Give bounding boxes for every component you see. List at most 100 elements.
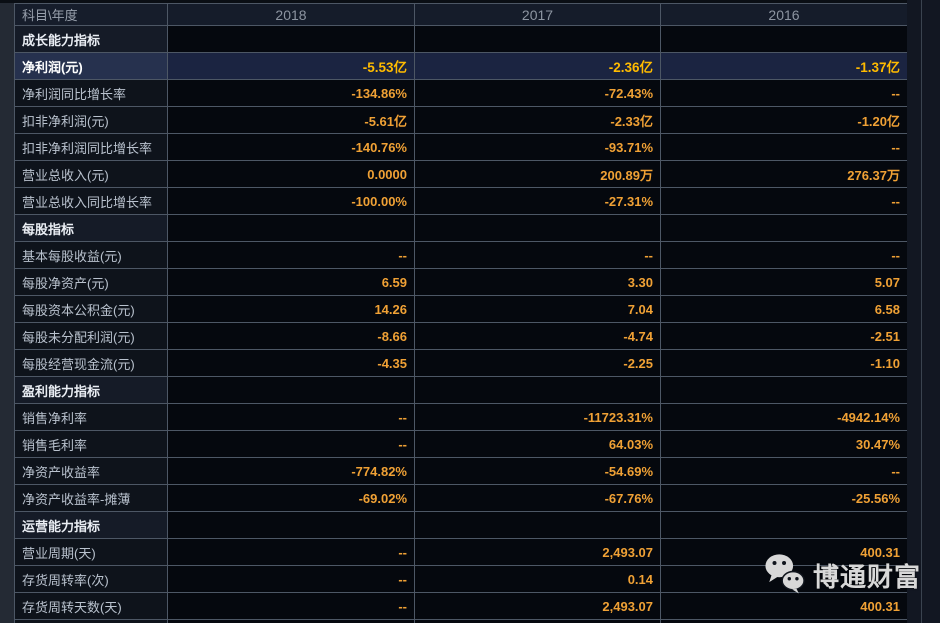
row-label: 销售净利率 bbox=[14, 403, 168, 431]
cell-value: -1.20亿 bbox=[660, 106, 907, 134]
table-row[interactable]: 存货周转率(次) -- 0.14 bbox=[14, 565, 907, 593]
cell-value: -100.00% bbox=[167, 187, 415, 215]
row-label: 基本每股收益(元) bbox=[14, 241, 168, 269]
cell-value: -774.82% bbox=[167, 457, 415, 485]
cell-value bbox=[167, 619, 415, 623]
financial-table-body: 成长能力指标 净利润(元) -5.53亿 -2.36亿 -1.37亿 净利润同比增长率 -1… bbox=[14, 25, 907, 623]
table-row[interactable]: 每股经营现金流(元) -4.35 -2.25 -1.10 bbox=[14, 349, 907, 377]
table-row[interactable]: 销售净利率 -- -11723.31% -4942.14% bbox=[14, 403, 907, 431]
cell-value bbox=[660, 619, 907, 623]
cell-value: 276.37万 bbox=[660, 160, 907, 188]
year-header-2016[interactable]: 2016 bbox=[660, 3, 907, 26]
row-label bbox=[14, 619, 168, 623]
cell-value bbox=[414, 25, 661, 53]
partial-row[interactable] bbox=[14, 619, 907, 623]
cell-value bbox=[660, 511, 907, 539]
cell-value bbox=[660, 25, 907, 53]
section-row[interactable]: 运营能力指标 bbox=[14, 511, 907, 539]
row-label: 扣非净利润(元) bbox=[14, 106, 168, 134]
cell-value: -54.69% bbox=[414, 457, 661, 485]
row-label: 每股指标 bbox=[14, 214, 168, 242]
top-strip bbox=[0, 0, 940, 3]
table-row[interactable]: 扣非净利润(元) -5.61亿 -2.33亿 -1.20亿 bbox=[14, 106, 907, 134]
cell-value: -1.37亿 bbox=[660, 52, 907, 80]
row-label: 净资产收益率 bbox=[14, 457, 168, 485]
cell-value: 2,493.07 bbox=[414, 592, 661, 620]
cell-value: -- bbox=[167, 538, 415, 566]
table-row[interactable]: 销售毛利率 -- 64.03% 30.47% bbox=[14, 430, 907, 458]
cell-value: 0.0000 bbox=[167, 160, 415, 188]
table-row[interactable]: 净资产收益率 -774.82% -54.69% -- bbox=[14, 457, 907, 485]
cell-value bbox=[414, 214, 661, 242]
cell-value bbox=[167, 214, 415, 242]
row-label: 每股未分配利润(元) bbox=[14, 322, 168, 350]
table-row[interactable]: 净资产收益率-摊薄 -69.02% -67.76% -25.56% bbox=[14, 484, 907, 512]
table-row[interactable]: 营业总收入(元) 0.0000 200.89万 276.37万 bbox=[14, 160, 907, 188]
cell-value: -- bbox=[167, 592, 415, 620]
table-row[interactable]: 存货周转天数(天) -- 2,493.07 400.31 bbox=[14, 592, 907, 620]
section-row[interactable]: 成长能力指标 bbox=[14, 25, 907, 53]
corner-header: 科目\年度 bbox=[14, 3, 168, 26]
table-row[interactable]: 每股净资产(元) 6.59 3.30 5.07 bbox=[14, 268, 907, 296]
cell-value: -93.71% bbox=[414, 133, 661, 161]
section-row[interactable]: 每股指标 bbox=[14, 214, 907, 242]
table-row[interactable]: 每股未分配利润(元) -8.66 -4.74 -2.51 bbox=[14, 322, 907, 350]
cell-value: -69.02% bbox=[167, 484, 415, 512]
table-row[interactable]: 基本每股收益(元) -- -- -- bbox=[14, 241, 907, 269]
row-label: 营业周期(天) bbox=[14, 538, 168, 566]
cell-value bbox=[660, 565, 907, 593]
row-label: 成长能力指标 bbox=[14, 25, 168, 53]
table-row[interactable]: 营业总收入同比增长率 -100.00% -27.31% -- bbox=[14, 187, 907, 215]
row-label: 盈利能力指标 bbox=[14, 376, 168, 404]
year-header-2018[interactable]: 2018 bbox=[167, 3, 415, 26]
right-gutter bbox=[907, 0, 940, 623]
financial-metrics-table: 科目\年度 2018 2017 2016 成长能力指标 净利润(元) -5.53亿 -… bbox=[14, 3, 907, 623]
cell-value: -- bbox=[167, 430, 415, 458]
cell-value: -5.53亿 bbox=[167, 52, 415, 80]
cell-value: 6.58 bbox=[660, 295, 907, 323]
cell-value: 400.31 bbox=[660, 592, 907, 620]
year-header-2017[interactable]: 2017 bbox=[414, 3, 661, 26]
row-label: 净利润(元) bbox=[14, 52, 168, 80]
row-label: 营业总收入同比增长率 bbox=[14, 187, 168, 215]
scroll-track-line bbox=[921, 0, 922, 623]
cell-value: 400.31 bbox=[660, 538, 907, 566]
cell-value: -- bbox=[167, 241, 415, 269]
cell-value: -- bbox=[167, 565, 415, 593]
cell-value: 30.47% bbox=[660, 430, 907, 458]
financial-table-container: 科目\年度 2018 2017 2016 成长能力指标 净利润(元) -5.53亿 -… bbox=[14, 3, 907, 623]
cell-value: -- bbox=[660, 133, 907, 161]
row-label: 每股经营现金流(元) bbox=[14, 349, 168, 377]
row-label: 净利润同比增长率 bbox=[14, 79, 168, 107]
cell-value: -27.31% bbox=[414, 187, 661, 215]
cell-value bbox=[414, 511, 661, 539]
table-row[interactable]: 每股资本公积金(元) 14.26 7.04 6.58 bbox=[14, 295, 907, 323]
row-label: 扣非净利润同比增长率 bbox=[14, 133, 168, 161]
table-row[interactable]: 净利润同比增长率 -134.86% -72.43% -- bbox=[14, 79, 907, 107]
cell-value: -2.33亿 bbox=[414, 106, 661, 134]
cell-value: -4.74 bbox=[414, 322, 661, 350]
cell-value: -2.51 bbox=[660, 322, 907, 350]
table-row[interactable]: 净利润(元) -5.53亿 -2.36亿 -1.37亿 bbox=[14, 52, 907, 80]
cell-value: -25.56% bbox=[660, 484, 907, 512]
table-row[interactable]: 扣非净利润同比增长率 -140.76% -93.71% -- bbox=[14, 133, 907, 161]
cell-value: 5.07 bbox=[660, 268, 907, 296]
cell-value bbox=[167, 511, 415, 539]
cell-value: -1.10 bbox=[660, 349, 907, 377]
table-row[interactable]: 营业周期(天) -- 2,493.07 400.31 bbox=[14, 538, 907, 566]
cell-value: 64.03% bbox=[414, 430, 661, 458]
cell-value: 6.59 bbox=[167, 268, 415, 296]
cell-value: -134.86% bbox=[167, 79, 415, 107]
cell-value: 0.14 bbox=[414, 565, 661, 593]
row-label: 净资产收益率-摊薄 bbox=[14, 484, 168, 512]
header-row: 科目\年度 2018 2017 2016 bbox=[14, 3, 907, 26]
cell-value: -- bbox=[414, 241, 661, 269]
cell-value: -67.76% bbox=[414, 484, 661, 512]
cell-value: -4942.14% bbox=[660, 403, 907, 431]
section-row[interactable]: 盈利能力指标 bbox=[14, 376, 907, 404]
row-label: 销售毛利率 bbox=[14, 430, 168, 458]
cell-value bbox=[167, 376, 415, 404]
cell-value: 3.30 bbox=[414, 268, 661, 296]
cell-value: 7.04 bbox=[414, 295, 661, 323]
